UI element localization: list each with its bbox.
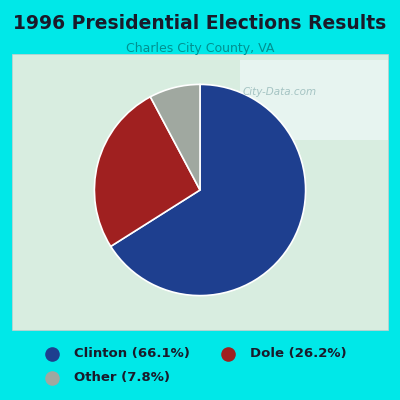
Wedge shape [111, 84, 306, 296]
Text: Other (7.8%): Other (7.8%) [74, 372, 170, 384]
Point [49, 375, 55, 381]
Point [225, 351, 231, 357]
Wedge shape [150, 84, 200, 190]
FancyBboxPatch shape [240, 60, 388, 140]
Text: City-Data.com: City-Data.com [242, 87, 316, 97]
Text: Clinton (66.1%): Clinton (66.1%) [74, 348, 190, 360]
FancyBboxPatch shape [12, 54, 388, 330]
Text: Dole (26.2%): Dole (26.2%) [250, 348, 347, 360]
Point [49, 351, 55, 357]
Text: Charles City County, VA: Charles City County, VA [126, 42, 274, 55]
Wedge shape [94, 97, 200, 246]
Text: 1996 Presidential Elections Results: 1996 Presidential Elections Results [13, 14, 387, 33]
